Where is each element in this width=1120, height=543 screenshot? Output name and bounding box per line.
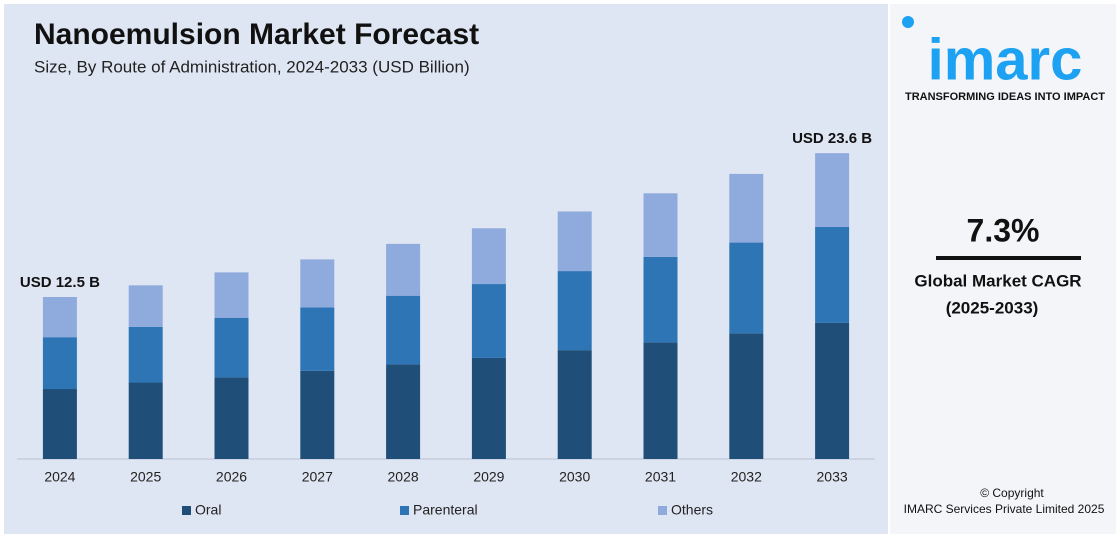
bar-segment [386, 295, 421, 365]
bar-segment [557, 271, 592, 351]
legend-swatch [400, 506, 409, 515]
cagr-period: (2025-2033) [946, 298, 1039, 317]
company: IMARC Services Private Limited 2025 [904, 502, 1105, 516]
chart-title: Nanoemulsion Market Forecast [34, 18, 479, 51]
bar-segment [42, 337, 77, 390]
bar-segment [300, 307, 335, 371]
divider [936, 256, 1081, 260]
bar-segment [214, 377, 249, 459]
bar-segment [42, 297, 77, 338]
bar-segment [471, 284, 506, 358]
bar-segment [643, 256, 678, 343]
bar-segment [643, 342, 678, 459]
bar-segment [557, 350, 592, 459]
bar-segment [386, 364, 421, 459]
x-tick-label: 2027 [302, 469, 333, 485]
cagr-value: 7.3% [967, 212, 1040, 248]
x-tick-label: 2028 [388, 469, 419, 485]
bar-segment [42, 389, 77, 459]
x-tick-label: 2029 [473, 469, 504, 485]
bar-segment [128, 326, 163, 383]
cagr-label: Global Market CAGR [914, 271, 1081, 290]
legend-swatch [182, 506, 191, 515]
bar-segment [214, 317, 249, 378]
bar-segment [557, 211, 592, 272]
bar-segment [300, 370, 335, 459]
logo-dot [902, 16, 914, 28]
x-tick-label: 2031 [645, 469, 676, 485]
bar-segment [643, 193, 678, 257]
bar-segment [128, 285, 163, 327]
bar-segment [815, 322, 850, 459]
x-tick-label: 2024 [44, 469, 75, 485]
chart-subtitle: Size, By Route of Administration, 2024-2… [34, 57, 470, 76]
legend-label: Others [671, 502, 713, 518]
x-tick-label: 2032 [731, 469, 762, 485]
total-annotation: USD 23.6 B [792, 130, 872, 147]
legend-label: Oral [195, 502, 221, 518]
copyright: © Copyright [980, 486, 1044, 500]
x-tick-label: 2025 [130, 469, 161, 485]
bar-segment [471, 228, 506, 285]
legend-swatch [658, 506, 667, 515]
bar-segment [471, 357, 506, 459]
x-tick-label: 2030 [559, 469, 590, 485]
x-tick-label: 2026 [216, 469, 247, 485]
logo: imarc [928, 27, 1083, 92]
x-tick-label: 2033 [817, 469, 848, 485]
bar-segment [815, 153, 850, 228]
total-annotation: USD 12.5 B [20, 274, 100, 291]
tagline: TRANSFORMING IDEAS INTO IMPACT [905, 91, 1105, 103]
side-panel [890, 4, 1116, 534]
bar-segment [729, 333, 764, 459]
bar-segment [214, 272, 249, 318]
bar-segment [729, 242, 764, 334]
bar-segment [300, 259, 335, 308]
bar-segment [729, 173, 764, 243]
bar-segment [128, 382, 163, 459]
bar-segment [815, 227, 850, 323]
bar-segment [386, 243, 421, 296]
legend-label: Parenteral [413, 502, 478, 518]
